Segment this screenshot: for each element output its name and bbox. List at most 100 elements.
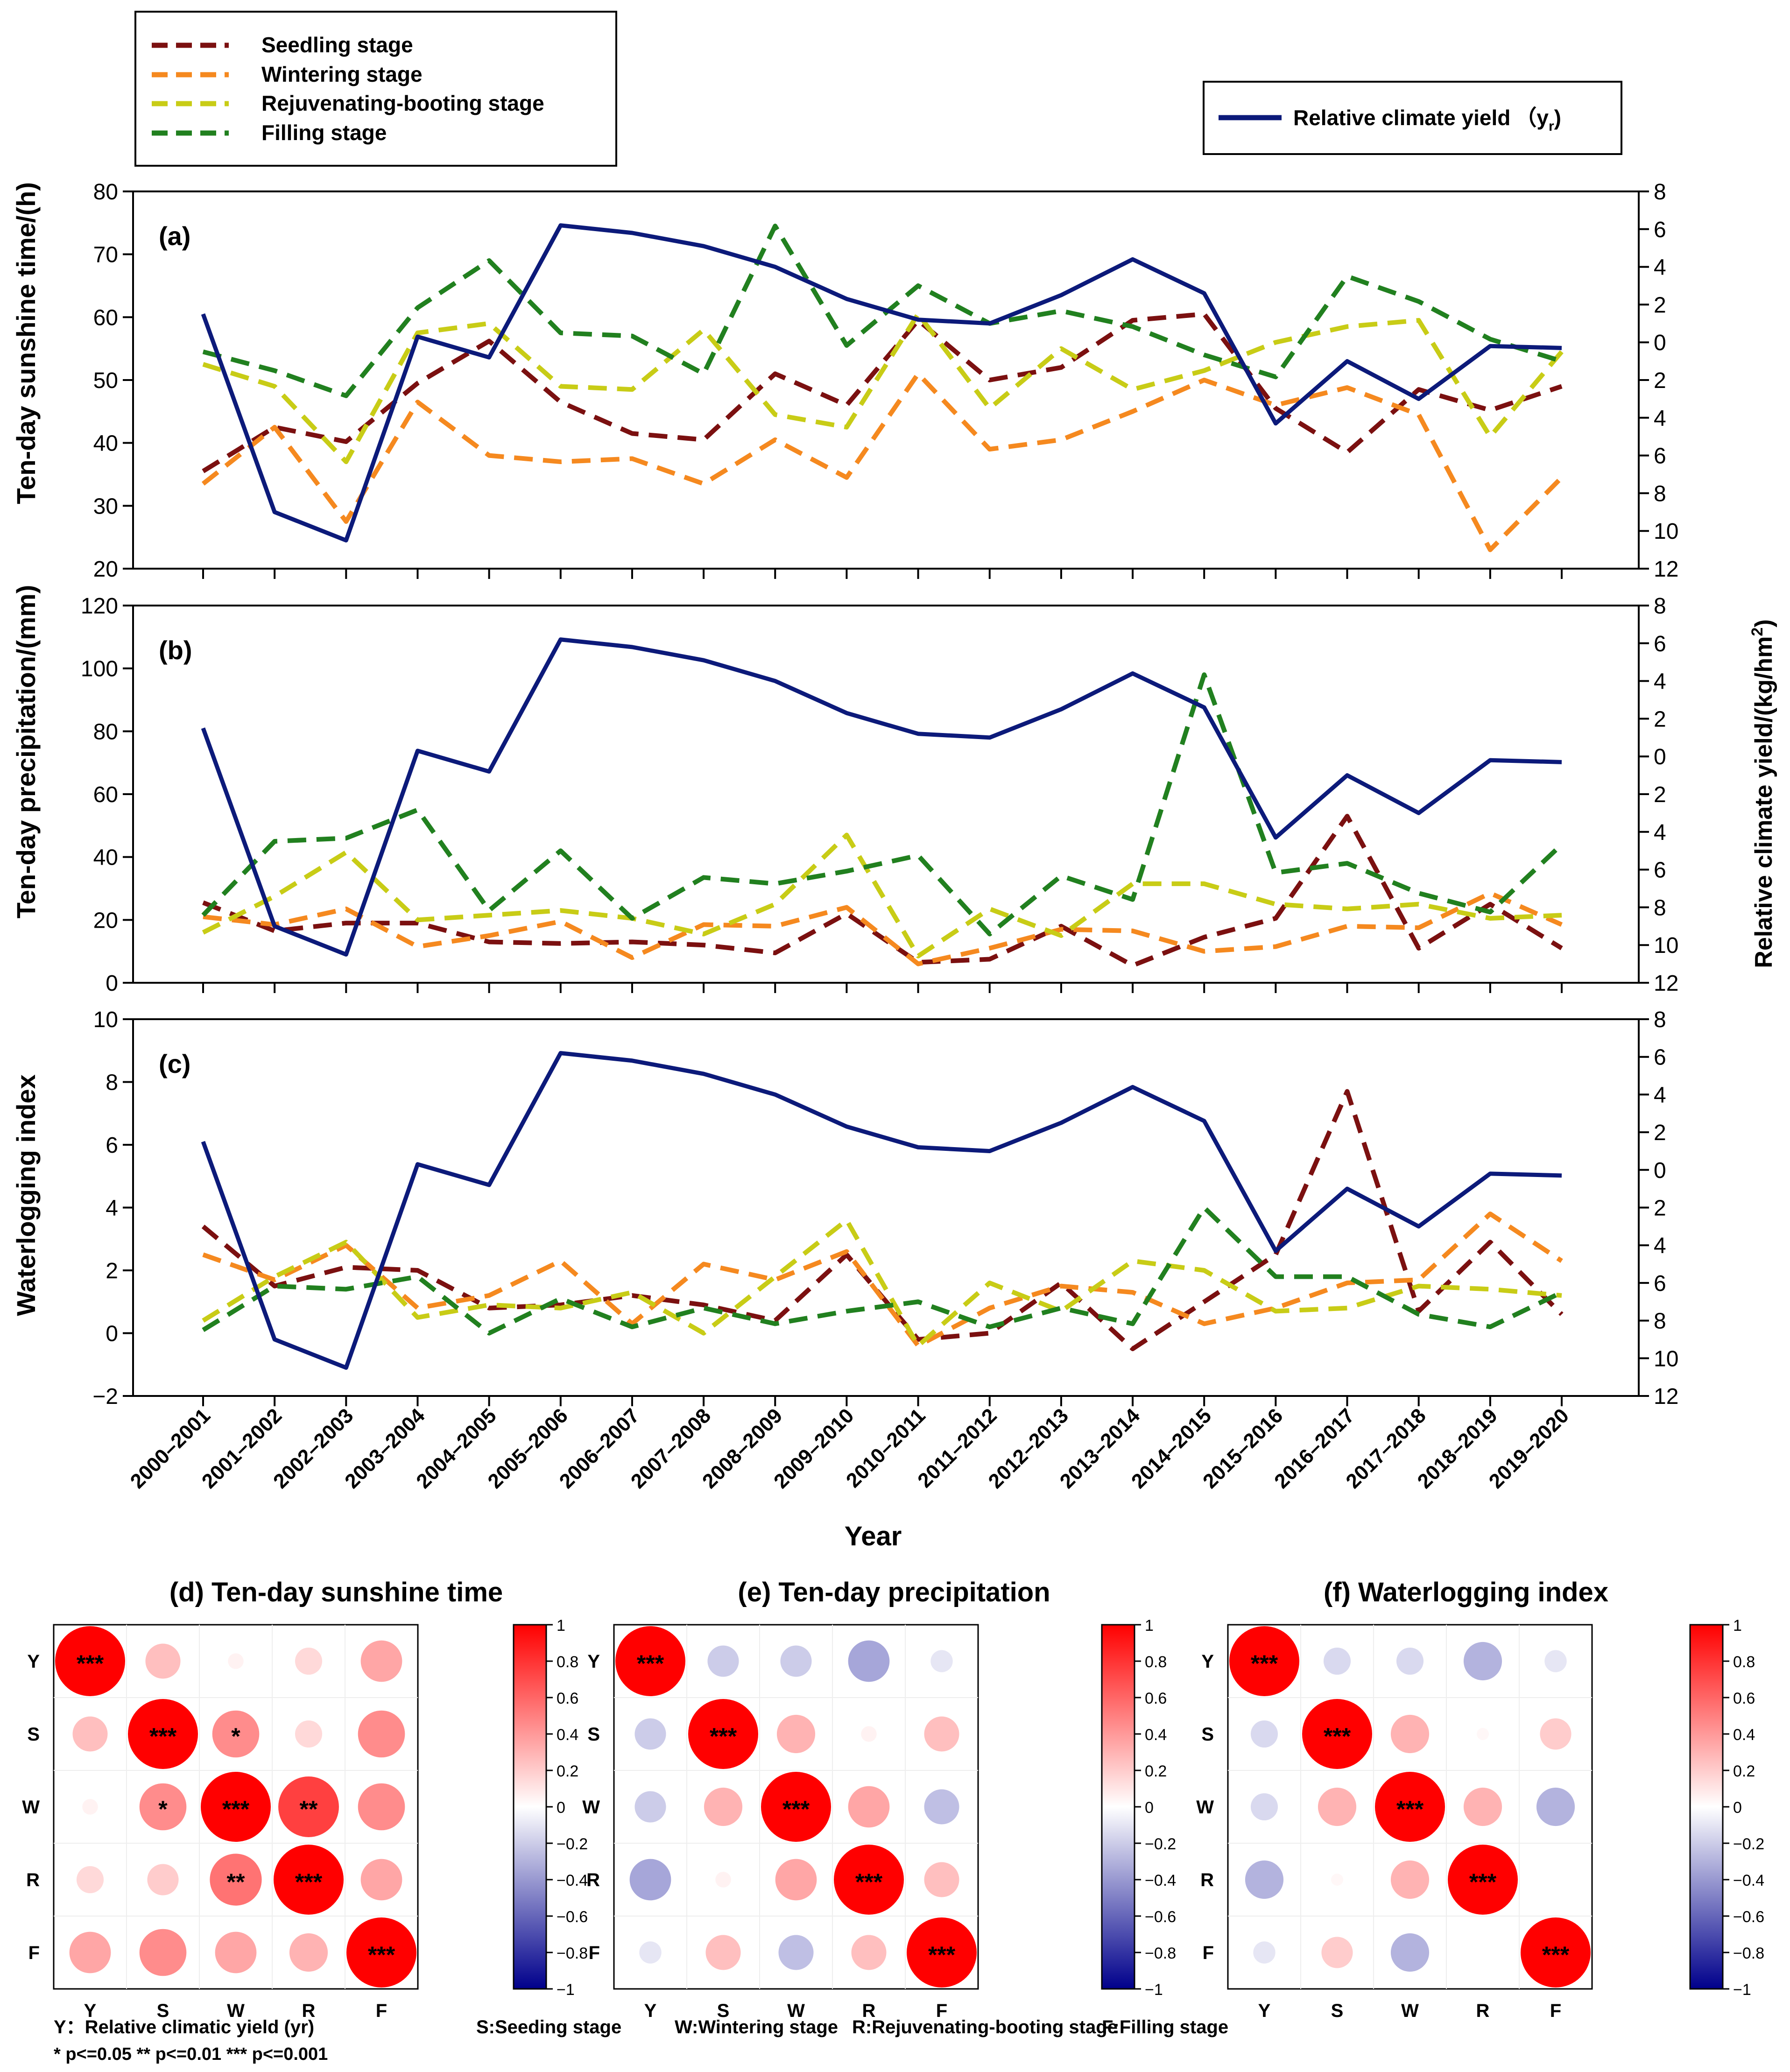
right-tick-label: 4 [1654, 820, 1666, 845]
left-tick-label: 80 [93, 719, 118, 744]
corr-circle [1544, 1650, 1567, 1672]
corr-circle [924, 1716, 959, 1752]
left-tick-label: 0 [106, 971, 118, 996]
corr-circle [930, 1650, 953, 1672]
significance-stars: *** [855, 1869, 883, 1895]
left-tick-label: 40 [93, 846, 118, 870]
corr-circle [1253, 1941, 1276, 1964]
row-label: Y [1201, 1651, 1214, 1672]
right-tick-label: 4 [1654, 670, 1666, 694]
corr-circle [775, 1859, 817, 1901]
corr-circle [201, 1772, 271, 1842]
corr-circle [778, 1935, 814, 1970]
colorbar-tick-label: 0 [557, 1799, 565, 1817]
col-label: W [227, 2001, 245, 2021]
corr-circle [776, 1714, 816, 1754]
corr-circle [360, 1859, 402, 1901]
left-tick-label: 4 [106, 1196, 118, 1221]
corr-circle [834, 1845, 904, 1915]
corr-circle [1390, 1860, 1430, 1899]
row-label: S [1201, 1724, 1214, 1745]
right-tick-label: 8 [1654, 1008, 1666, 1032]
corr-circle [145, 1643, 181, 1679]
row-label: Y [27, 1651, 40, 1672]
colorbar-tick-label: −0.6 [1733, 1908, 1764, 1926]
colorbar-tick-label: −0.2 [557, 1835, 588, 1853]
right-tick-label: 12 [1654, 971, 1678, 996]
corr-circle [761, 1772, 831, 1842]
right-tick-label: 8 [1654, 594, 1666, 619]
corr-circle [1390, 1714, 1430, 1754]
corr-circle [228, 1653, 244, 1669]
wintering-line [202, 1211, 1563, 1348]
significance-stars: * [158, 1796, 168, 1822]
col-label: R [302, 2001, 316, 2021]
right-ylabel: Relative climate yield/(kg/hm2) [1748, 619, 1777, 968]
corr-circle [1553, 1877, 1558, 1882]
colorbar-tick-label: −0.2 [1733, 1835, 1764, 1853]
panel-b-ylabel: Ten-day precipitation/(mm) [11, 585, 41, 919]
colorbar-tick-label: 0.8 [1733, 1653, 1755, 1671]
left-tick-label: −2 [92, 1384, 118, 1409]
left-tick-label: 10 [93, 1008, 118, 1032]
corr-circle [139, 1929, 187, 1976]
colorbar-tick-label: −1 [1145, 1981, 1163, 1999]
right-tick-label: 6 [1654, 858, 1666, 883]
row-label: R [586, 1870, 600, 1890]
left-tick-label: 20 [93, 557, 118, 582]
corr-circle [76, 1866, 104, 1894]
right-tick-label: 8 [1654, 1309, 1666, 1334]
colorbar-tick-label: 0.4 [1733, 1726, 1755, 1744]
corr-circle [358, 1783, 405, 1831]
col-label: R [862, 2001, 876, 2021]
row-label: W [22, 1797, 40, 1818]
corr-circle [1375, 1772, 1445, 1842]
right-tick-label: 12 [1654, 557, 1678, 582]
colorbar-tick-label: −0.8 [1733, 1945, 1764, 1962]
significance-stars: *** [149, 1723, 177, 1749]
panel-a-ylabel: Ten-day sunshine time/(h) [11, 182, 41, 504]
left-tick-label: 8 [106, 1071, 118, 1095]
significance-stars: *** [1469, 1869, 1497, 1895]
row-label: R [26, 1870, 40, 1890]
right-tick-label: 4 [1654, 255, 1666, 280]
colorbar-tick-label: −0.6 [1145, 1908, 1176, 1926]
plot-frame [132, 605, 1640, 984]
corr-circle [861, 1726, 877, 1742]
significance-stars: *** [928, 1942, 956, 1968]
corr-circle [139, 1783, 187, 1831]
filling-line [202, 1205, 1563, 1336]
col-label: S [717, 2001, 730, 2021]
corr-circle [1331, 1874, 1343, 1886]
colorbar [513, 1624, 547, 1990]
col-label: F [1550, 2001, 1561, 2021]
left-tick-label: 60 [93, 305, 118, 330]
corr-e-title: (e) Ten-day precipitation [738, 1577, 1050, 1607]
corr-circle [634, 1718, 666, 1750]
significance-stars: *** [637, 1650, 664, 1677]
corr-circle [1463, 1642, 1502, 1681]
corr-circle [215, 1931, 257, 1973]
corr-circle [278, 1776, 339, 1837]
left-tick-label: 0 [106, 1322, 118, 1346]
corr-circle [707, 1645, 739, 1677]
left-tick-label: 100 [81, 657, 118, 682]
colorbar-tick-label: 0.6 [557, 1690, 578, 1707]
left-tick-label: 60 [93, 782, 118, 807]
corr-circle [1396, 1647, 1424, 1675]
colorbar-tick-label: 0.6 [1733, 1690, 1755, 1707]
colorbar-tick-label: −1 [1733, 1981, 1751, 1999]
colorbar-tick-label: −0.8 [1145, 1945, 1176, 1962]
right-tick-label: 2 [1654, 1121, 1666, 1145]
colorbar-tick-label: 1 [557, 1617, 565, 1635]
left-tick-label: 80 [93, 180, 118, 204]
colorbar-tick-label: 0.6 [1145, 1690, 1167, 1707]
significance-stars: *** [1542, 1942, 1570, 1968]
significance-stars: ** [227, 1869, 245, 1895]
col-label: S [1331, 2001, 1344, 2021]
colorbar-tick-label: −0.4 [1145, 1872, 1176, 1889]
corr-circle [1477, 1728, 1489, 1740]
corr-circle [615, 1626, 685, 1696]
rejuvenating-line [202, 1218, 1562, 1348]
